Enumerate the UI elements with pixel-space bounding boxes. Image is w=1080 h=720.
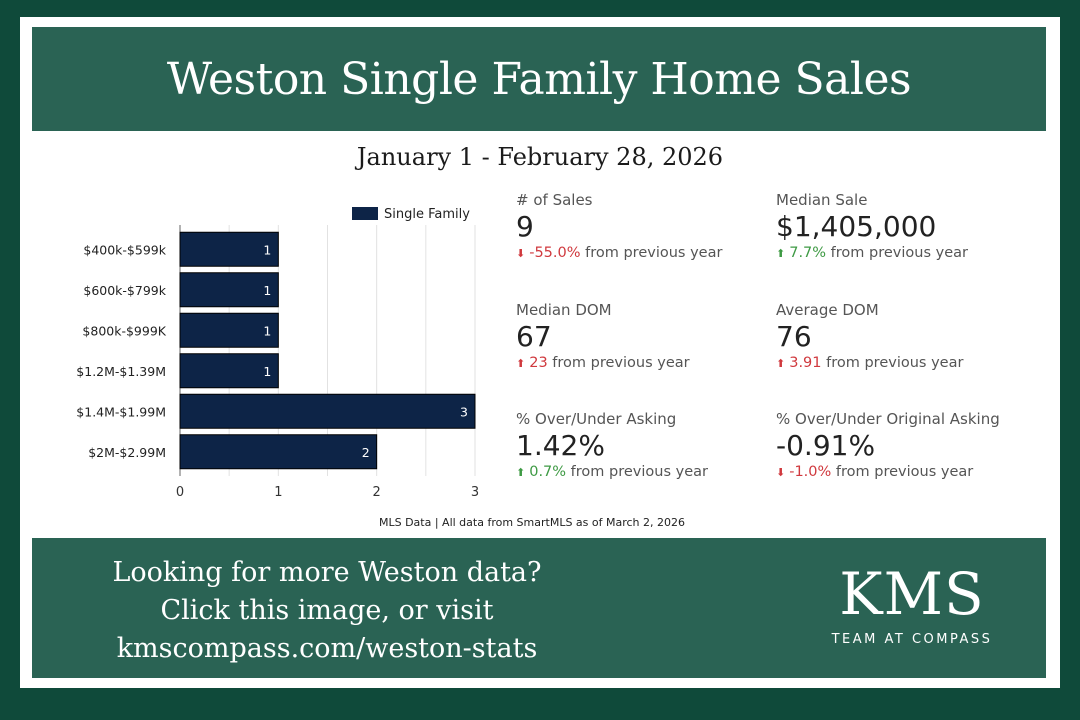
data-label: 1: [263, 364, 271, 379]
stat-value: $1,405,000: [776, 210, 937, 243]
stat-change-value: 23: [529, 355, 548, 371]
x-tick-label: 0: [176, 485, 184, 500]
x-tick-label: 1: [274, 485, 282, 500]
stat-change: ⬆ 0.7% from previous year: [516, 464, 776, 480]
stat-change: ⬇ -55.0% from previous year: [516, 245, 776, 261]
category-label: $800k-$999K: [82, 323, 166, 338]
data-label: 1: [263, 283, 271, 298]
bar: [179, 393, 476, 429]
cta-banner[interactable]: Looking for more Weston data? Click this…: [32, 538, 1046, 678]
stat-label: % Over/Under Original Asking: [776, 410, 1000, 428]
stat-change-suffix: from previous year: [547, 355, 690, 371]
stat-change-value: -1.0%: [789, 464, 832, 480]
category-label: $1.4M-$1.99M: [76, 404, 166, 419]
data-source-footnote: MLS Data | All data from SmartMLS as of …: [378, 516, 686, 529]
bar: [179, 272, 279, 308]
arrow-up-icon: ⬆: [516, 466, 526, 479]
category-label: $600k-$799k: [83, 283, 166, 298]
data-label: 2: [362, 445, 370, 460]
cta-text: Looking for more Weston data? Click this…: [32, 554, 622, 668]
bar: [179, 353, 279, 389]
stat-over-under-asking: % Over/Under Asking 1.42% ⬆ 0.7% from previ…: [516, 410, 776, 480]
title-banner: Weston Single Family Home Sales: [32, 27, 1046, 131]
legend-swatch: [352, 207, 378, 220]
stat-label: % Over/Under Asking: [516, 410, 677, 428]
arrow-down-icon: ⬇: [776, 466, 786, 479]
stat-value: 9: [516, 210, 534, 243]
stat-change: ⬇ -1.0% from previous year: [776, 464, 1036, 480]
category-label: $1.2M-$1.39M: [76, 364, 166, 379]
stat-label: Median DOM: [516, 301, 612, 319]
stat-label: Average DOM: [776, 301, 879, 319]
stat-change-suffix: from previous year: [826, 245, 968, 261]
stat-number-of-sales: # of Sales 9 ⬇ -55.0% from previous year: [516, 191, 776, 261]
legend-label: Single Family: [384, 207, 470, 222]
stat-change-suffix: from previous year: [821, 355, 964, 371]
cta-link[interactable]: kmscompass.com/weston-stats: [116, 633, 538, 664]
stat-change-suffix: from previous year: [566, 464, 708, 480]
stat-value: 76: [776, 320, 812, 353]
cta-line-1: Looking for more Weston data?: [112, 557, 542, 588]
date-range: January 1 - February 28, 2026: [356, 143, 724, 171]
logo-mark: KMS: [839, 560, 985, 628]
stat-median-dom: Median DOM 67 ⬆ 23 from previous year: [516, 301, 776, 371]
arrow-up-icon: ⬆: [776, 357, 786, 370]
stat-change: ⬆ 23 from previous year: [516, 355, 776, 371]
x-tick-label: 2: [373, 485, 381, 500]
stat-label: # of Sales: [516, 191, 593, 209]
arrow-up-icon: ⬆: [516, 357, 526, 370]
x-tick-label: 3: [471, 485, 479, 500]
stat-change-value: 7.7%: [789, 245, 827, 261]
page-title: Weston Single Family Home Sales: [166, 53, 912, 105]
kms-logo: KMS TEAM AT COMPASS: [802, 562, 1022, 647]
data-label: 3: [460, 404, 468, 419]
arrow-up-icon: ⬆: [776, 247, 786, 260]
stat-median-sale: Median Sale $1,405,000 ⬆ 7.7% from previous…: [776, 191, 1036, 261]
stat-value: -0.91%: [776, 429, 876, 462]
price-range-bar-chart: 0 1 2 3 $400k-$599k 1 $600k-$799k 1 $800k-$999K 1…: [76, 207, 479, 500]
infographic-card[interactable]: Weston Single Family Home Sales January …: [20, 17, 1060, 688]
logo-subtitle: TEAM AT COMPASS: [831, 632, 993, 647]
bar: [179, 312, 279, 348]
stat-change-value: 0.7%: [529, 464, 567, 480]
stat-average-dom: Average DOM 76 ⬆ 3.91 from previous year: [776, 301, 1036, 371]
stat-label: Median Sale: [776, 191, 868, 209]
data-label: 1: [263, 323, 271, 338]
stat-change-suffix: from previous year: [831, 464, 974, 480]
category-label: $2M-$2.99M: [88, 445, 166, 460]
stat-change-suffix: from previous year: [580, 245, 723, 261]
arrow-down-icon: ⬇: [516, 247, 526, 260]
bar: [179, 231, 279, 267]
stat-over-under-original-asking: % Over/Under Original Asking -0.91% ⬇ -1.0%…: [776, 410, 1036, 480]
stat-change: ⬆ 7.7% from previous year: [776, 245, 1036, 261]
category-label: $400k-$599k: [83, 242, 166, 257]
stat-value: 1.42%: [516, 429, 605, 462]
stat-change-value: -55.0%: [529, 245, 581, 261]
stat-change: ⬆ 3.91 from previous year: [776, 355, 1036, 371]
stats-panel: # of Sales 9 ⬇ -55.0% from previous year Me…: [516, 191, 1056, 501]
cta-line-2: Click this image, or visit: [160, 595, 494, 626]
stat-change-value: 3.91: [789, 355, 822, 371]
data-label: 1: [263, 242, 271, 257]
stat-value: 67: [516, 320, 552, 353]
bar: [179, 434, 378, 470]
